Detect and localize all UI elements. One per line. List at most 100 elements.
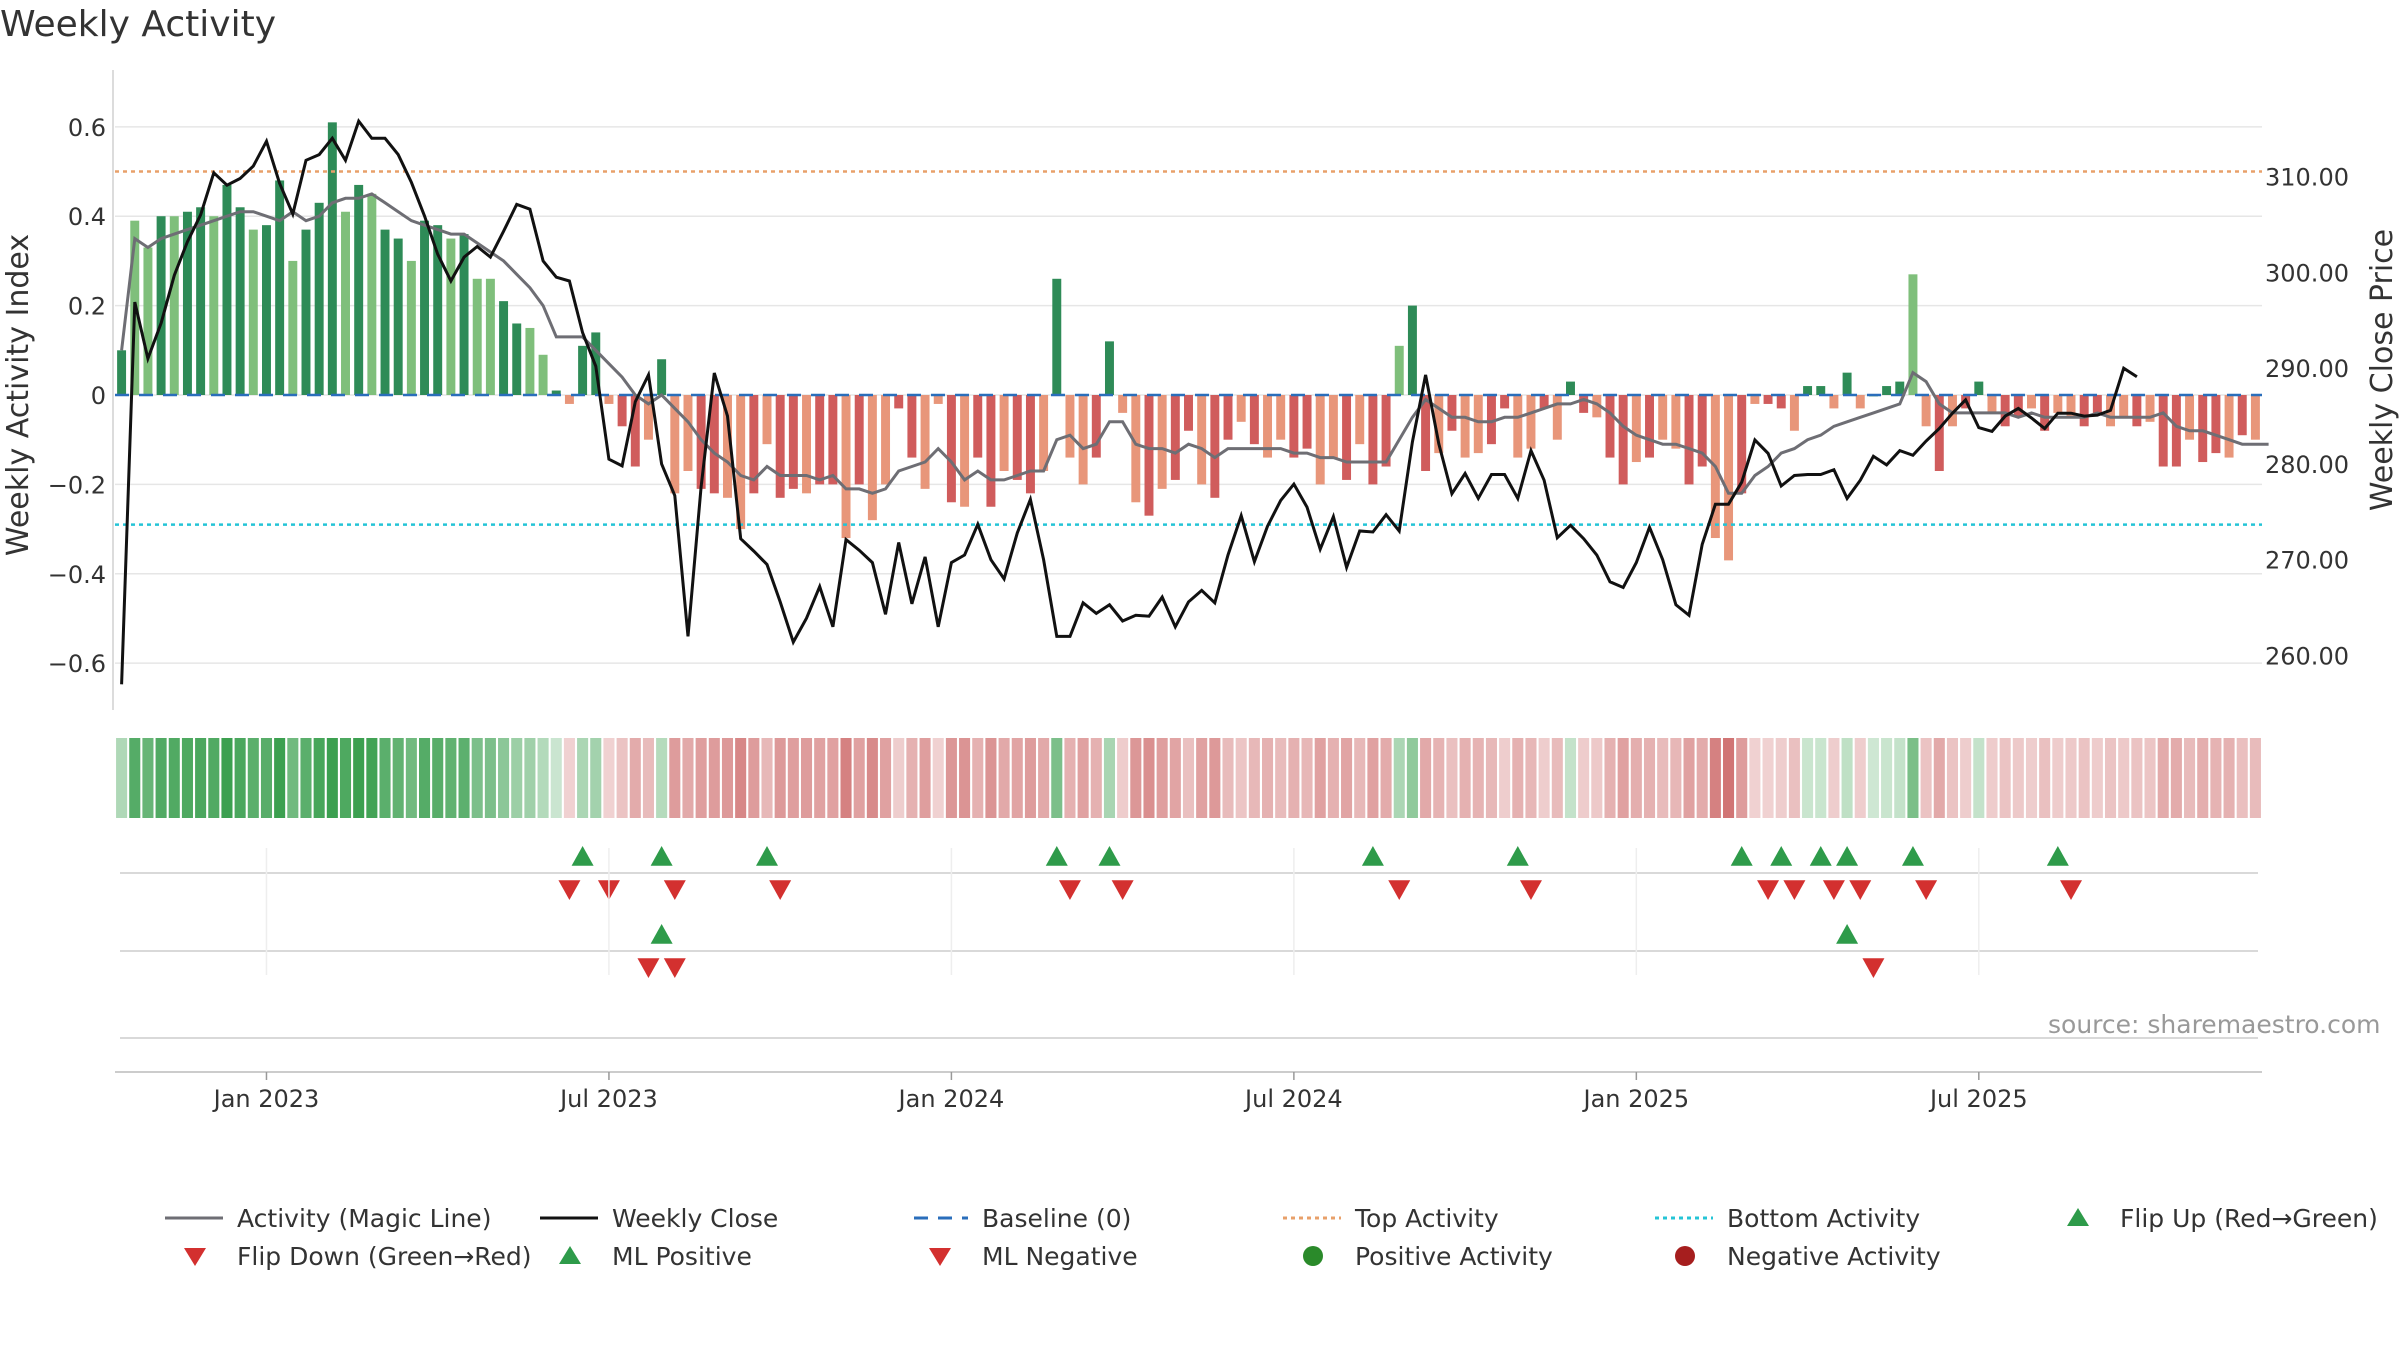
- activity-bar: [288, 260, 298, 395]
- activity-bar: [1592, 395, 1602, 418]
- activity-bar: [2040, 395, 2050, 431]
- heat-cell: [1999, 738, 2011, 818]
- heat-cell: [405, 738, 417, 818]
- activity-bar: [2237, 395, 2247, 436]
- heat-cell: [1077, 738, 1089, 818]
- legend-label: Flip Down (Green→Red): [237, 1242, 532, 1271]
- activity-bar: [670, 395, 680, 494]
- y-left-tick-label: −0.2: [48, 471, 106, 499]
- activity-bar: [604, 395, 614, 404]
- activity-bar: [209, 216, 219, 395]
- activity-bar: [1065, 395, 1075, 458]
- activity-bar: [485, 278, 495, 395]
- flip-up-marker: [1836, 846, 1859, 866]
- heat-cell: [1485, 738, 1497, 818]
- flip-down-marker: [1783, 880, 1806, 900]
- heat-cell: [221, 738, 233, 818]
- activity-bar: [499, 301, 509, 395]
- heat-cell: [1894, 738, 1906, 818]
- heat-cell: [959, 738, 971, 818]
- flip-up-marker: [571, 846, 594, 866]
- activity-bar: [1513, 395, 1523, 458]
- ml-down-marker: [1862, 958, 1885, 978]
- legend-label: ML Negative: [982, 1242, 1138, 1271]
- activity-bar: [512, 323, 522, 395]
- heat-cell: [1499, 738, 1511, 818]
- heat-cell: [748, 738, 760, 818]
- legend-item-top_activity: Top Activity: [1283, 1204, 1499, 1233]
- heat-cell: [471, 738, 483, 818]
- activity-bar: [2198, 395, 2208, 463]
- legend-item-weekly_close: Weekly Close: [540, 1204, 778, 1233]
- y-left-tick-label: 0.6: [68, 114, 106, 142]
- heat-cell: [972, 738, 984, 818]
- heat-cell: [445, 738, 457, 818]
- heat-cell: [1196, 738, 1208, 818]
- activity-bar: [222, 184, 232, 395]
- activity-bar: [788, 395, 798, 489]
- activity-bar: [1025, 395, 1035, 494]
- heat-cell: [274, 738, 286, 818]
- flip-up-marker: [1506, 846, 1529, 866]
- heat-cell: [1051, 738, 1063, 818]
- flip-up-marker: [2046, 846, 2069, 866]
- activity-bar: [341, 211, 350, 395]
- heat-cell: [787, 738, 799, 818]
- heat-cell: [1578, 738, 1590, 818]
- activity-bar: [1052, 278, 1062, 395]
- flip-down-marker: [1822, 880, 1845, 900]
- ml-up-marker: [650, 924, 673, 944]
- activity-bar: [314, 202, 324, 395]
- heat-cell: [366, 738, 378, 818]
- heat-cell: [247, 738, 259, 818]
- heat-cell: [761, 738, 773, 818]
- activity-bar: [182, 211, 192, 395]
- activity-bar: [999, 395, 1009, 471]
- activity-bar: [1684, 395, 1694, 485]
- heat-cell: [1920, 738, 1932, 818]
- legend-label: Negative Activity: [1727, 1242, 1941, 1271]
- heat-cell: [1182, 738, 1195, 818]
- heat-cell: [866, 738, 878, 818]
- activity-bar: [1631, 395, 1641, 463]
- heat-cell: [1341, 738, 1353, 818]
- activity-bar: [564, 395, 574, 404]
- heat-cell: [1630, 738, 1642, 818]
- activity-bar: [1421, 395, 1431, 471]
- heat-cell: [2025, 738, 2038, 818]
- activity-bar: [2079, 395, 2089, 427]
- heat-cell: [1960, 738, 1972, 818]
- legend-swatch: [2067, 1208, 2089, 1226]
- legend-swatch: [929, 1248, 951, 1266]
- heat-cell: [800, 738, 813, 818]
- ml-down-marker: [663, 958, 686, 978]
- activity-bar: [1789, 395, 1799, 431]
- activity-bar: [1210, 395, 1220, 498]
- heat-cell: [840, 738, 852, 818]
- heat-cell: [155, 738, 167, 818]
- activity-bar: [196, 207, 206, 395]
- flip-up-marker: [1361, 846, 1384, 866]
- activity-bar: [1645, 395, 1654, 458]
- heat-cell: [2065, 738, 2077, 818]
- heat-cell: [1209, 738, 1221, 818]
- heat-cell: [708, 738, 720, 818]
- heat-cell: [313, 738, 325, 818]
- activity-bar: [683, 395, 693, 471]
- heat-cell: [1775, 738, 1787, 818]
- activity-bar: [1776, 395, 1786, 409]
- flip-down-marker: [663, 880, 686, 900]
- activity-bar: [894, 395, 904, 409]
- y-right-tick-label: 280.00: [2265, 451, 2349, 479]
- heat-cell: [998, 738, 1010, 818]
- activity-bar: [578, 345, 588, 395]
- heat-cell: [1472, 738, 1484, 818]
- heat-cell: [2078, 738, 2090, 818]
- activity-bar: [1460, 395, 1470, 458]
- activity-bar: [1263, 395, 1273, 458]
- activity-bar: [1289, 395, 1299, 458]
- heat-cell: [2131, 738, 2143, 818]
- activity-bar: [1855, 395, 1865, 409]
- heat-cell: [524, 738, 536, 818]
- activity-bar: [406, 260, 416, 395]
